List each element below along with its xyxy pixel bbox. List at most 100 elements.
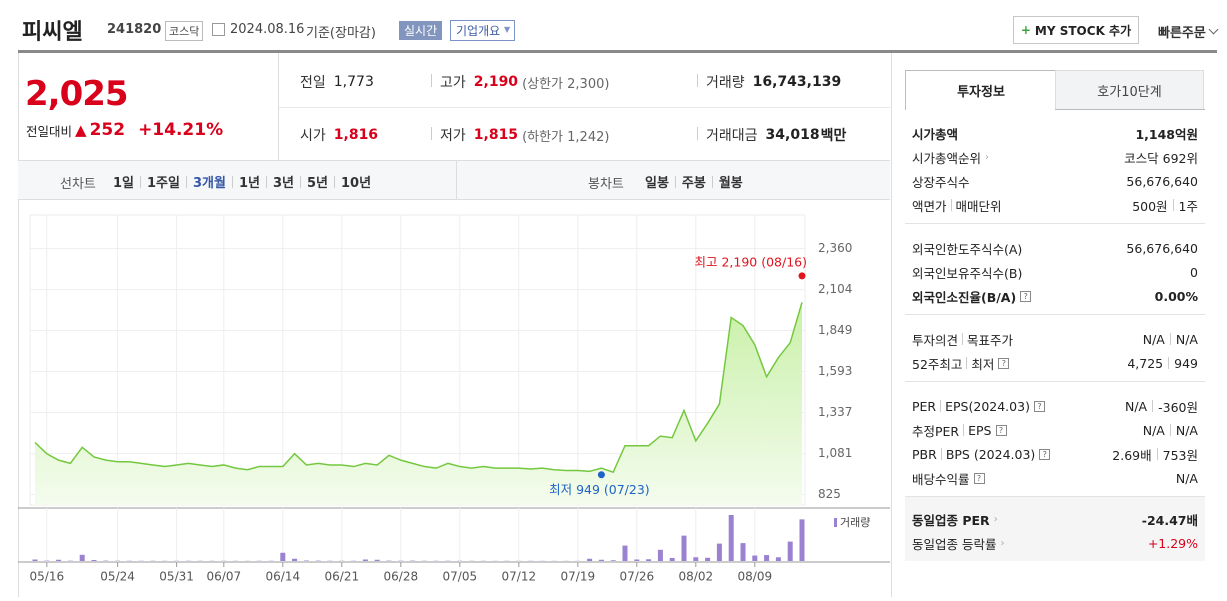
label-text: 투자의견 — [912, 332, 959, 348]
separator — [1172, 199, 1174, 211]
info-tab[interactable]: 호가10단계 — [1055, 70, 1204, 110]
summary-value: 1,816 — [333, 127, 379, 143]
tab-separator — [231, 175, 233, 188]
summary-label: 고가 — [440, 75, 466, 91]
info-panel: 시가총액 1,148억원 시가총액순위 › 코스닥 692위 상장주식수 56,676,64… — [905, 109, 1205, 561]
volume-bar — [622, 545, 628, 561]
value-text: 코스닥 692위 — [1124, 150, 1198, 166]
x-tick-label: 06/07 — [207, 570, 242, 584]
tab-item[interactable]: 일봉 — [645, 176, 669, 191]
annotation-dot — [798, 272, 806, 280]
tab-item[interactable]: 3년 — [272, 176, 294, 191]
legend-label: 거래량 — [840, 516, 870, 529]
info-section: 시가총액 1,148억원 시가총액순위 › 코스닥 692위 상장주식수 56,676,64… — [905, 109, 1205, 224]
tab-item[interactable]: 3개월 — [192, 176, 226, 191]
info-row: 배당수익률? N/A — [905, 466, 1205, 490]
info-row: 시가총액 1,148억원 — [905, 121, 1205, 145]
volume-bar — [610, 560, 616, 561]
label-text: 동일업종 PER — [912, 512, 990, 528]
help-icon: ? — [995, 424, 1007, 436]
summary-label: 전일 — [300, 75, 326, 91]
separator — [1156, 448, 1158, 460]
tab-item[interactable]: 1일 — [113, 176, 135, 191]
info-section: 투자의견 목표주가 N/A N/A 52주최고 최저? 4,725 949 — [905, 315, 1205, 382]
info-row: 외국인보유주식수(B) 0 — [905, 260, 1205, 284]
my-stock-text: MY STOCK 추가 — [1034, 23, 1132, 38]
summary-label: 시가 — [300, 128, 326, 144]
volume-bar — [728, 515, 734, 561]
volume-bar — [292, 558, 298, 561]
volume-bar — [634, 559, 640, 561]
info-value: -24.47배 — [1142, 510, 1198, 529]
label-text: 매매단위 — [955, 198, 1002, 214]
tab-separator — [711, 175, 713, 188]
company-info-button[interactable]: 기업개요 ▼ — [450, 20, 516, 41]
summary-label: 거래량 — [706, 75, 745, 91]
quick-order[interactable]: 빠른주문 — [1158, 26, 1206, 41]
stock-name: 피씨엘 — [22, 20, 83, 45]
separator — [1152, 400, 1154, 412]
x-tick-label: 06/28 — [384, 570, 419, 584]
summary-cell: 시가 1,816 — [300, 125, 378, 145]
value-text: -24.47배 — [1141, 512, 1198, 528]
value-text: 56,676,640 — [1126, 240, 1198, 256]
left-panel — [18, 53, 892, 597]
volume-bar — [669, 558, 675, 561]
info-value: 4,725 949 — [1127, 356, 1198, 371]
value-text: +1.29% — [1147, 535, 1198, 551]
label-text: BPS (2024.03) — [945, 446, 1036, 462]
arrow-icon: › — [1000, 537, 1005, 549]
current-price: 2,025 — [25, 74, 129, 114]
info-row: PBR BPS (2024.03)? 2.69배 753원 — [905, 442, 1205, 466]
summary-label: 거래대금 — [706, 128, 758, 144]
divider — [278, 53, 279, 160]
info-label: 52주최고 최저? — [912, 354, 1010, 373]
label-text: 동일업종 등락률 — [912, 536, 997, 552]
tab-rule — [1055, 109, 1205, 110]
candle-chart-label: 봉차트 — [588, 177, 624, 192]
tab-item[interactable]: 월봉 — [718, 176, 743, 191]
value-text: N/A — [1142, 331, 1165, 347]
y-tick-label: 1,593 — [818, 364, 852, 378]
summary-unit: 백만 — [820, 128, 847, 144]
summary-value: 1,773 — [333, 74, 374, 90]
info-row: 52주최고 최저? 4,725 949 — [905, 351, 1205, 375]
volume-bar — [787, 541, 793, 561]
value-text: N/A — [1175, 422, 1198, 438]
my-stock-button[interactable]: + MY STOCK 추가 — [1013, 16, 1139, 44]
separator — [940, 448, 942, 460]
change: 252 — [89, 120, 126, 140]
tab-item[interactable]: 10년 — [341, 176, 372, 191]
company-info-text: 기업개요 — [456, 24, 501, 38]
help-icon: ? — [1020, 290, 1032, 302]
tab-item[interactable]: 1주일 — [147, 176, 180, 191]
divider — [279, 107, 890, 108]
tab-item[interactable]: 5년 — [306, 176, 328, 191]
info-row: 투자의견 목표주가 N/A N/A — [905, 327, 1205, 351]
x-tick-label: 07/12 — [502, 570, 537, 584]
info-value: N/A -360원 — [1125, 397, 1198, 416]
tab-item[interactable]: 주봉 — [681, 176, 706, 191]
info-value: 0 — [1190, 265, 1198, 280]
change-rate: +14.21% — [138, 120, 224, 140]
realtime-badge[interactable]: 실시간 — [399, 21, 443, 40]
annotation-dot — [597, 471, 605, 479]
info-value: N/A N/A — [1143, 332, 1198, 347]
volume-bar — [740, 543, 746, 561]
summary-value: 2,190 — [473, 74, 519, 90]
label-text: 액면가 — [912, 198, 947, 214]
value-text: N/A — [1125, 398, 1148, 414]
help-icon: ? — [973, 472, 985, 484]
tab-item[interactable]: 1년 — [238, 176, 260, 191]
info-tab-active[interactable]: 투자정보 — [905, 70, 1057, 110]
volume-bar — [280, 552, 286, 561]
volume-bar — [716, 543, 722, 561]
value-text: 949 — [1174, 355, 1198, 371]
summary-cell: 고가 2,190 (상한가 2,300) — [440, 72, 609, 92]
date: 2024.08.16 — [230, 22, 305, 37]
value-text: 0 — [1190, 264, 1198, 280]
info-label: 투자의견 목표주가 — [912, 330, 1013, 349]
info-row: 동일업종 등락률 › +1.29% — [905, 531, 1205, 555]
volume-bar — [646, 559, 652, 561]
